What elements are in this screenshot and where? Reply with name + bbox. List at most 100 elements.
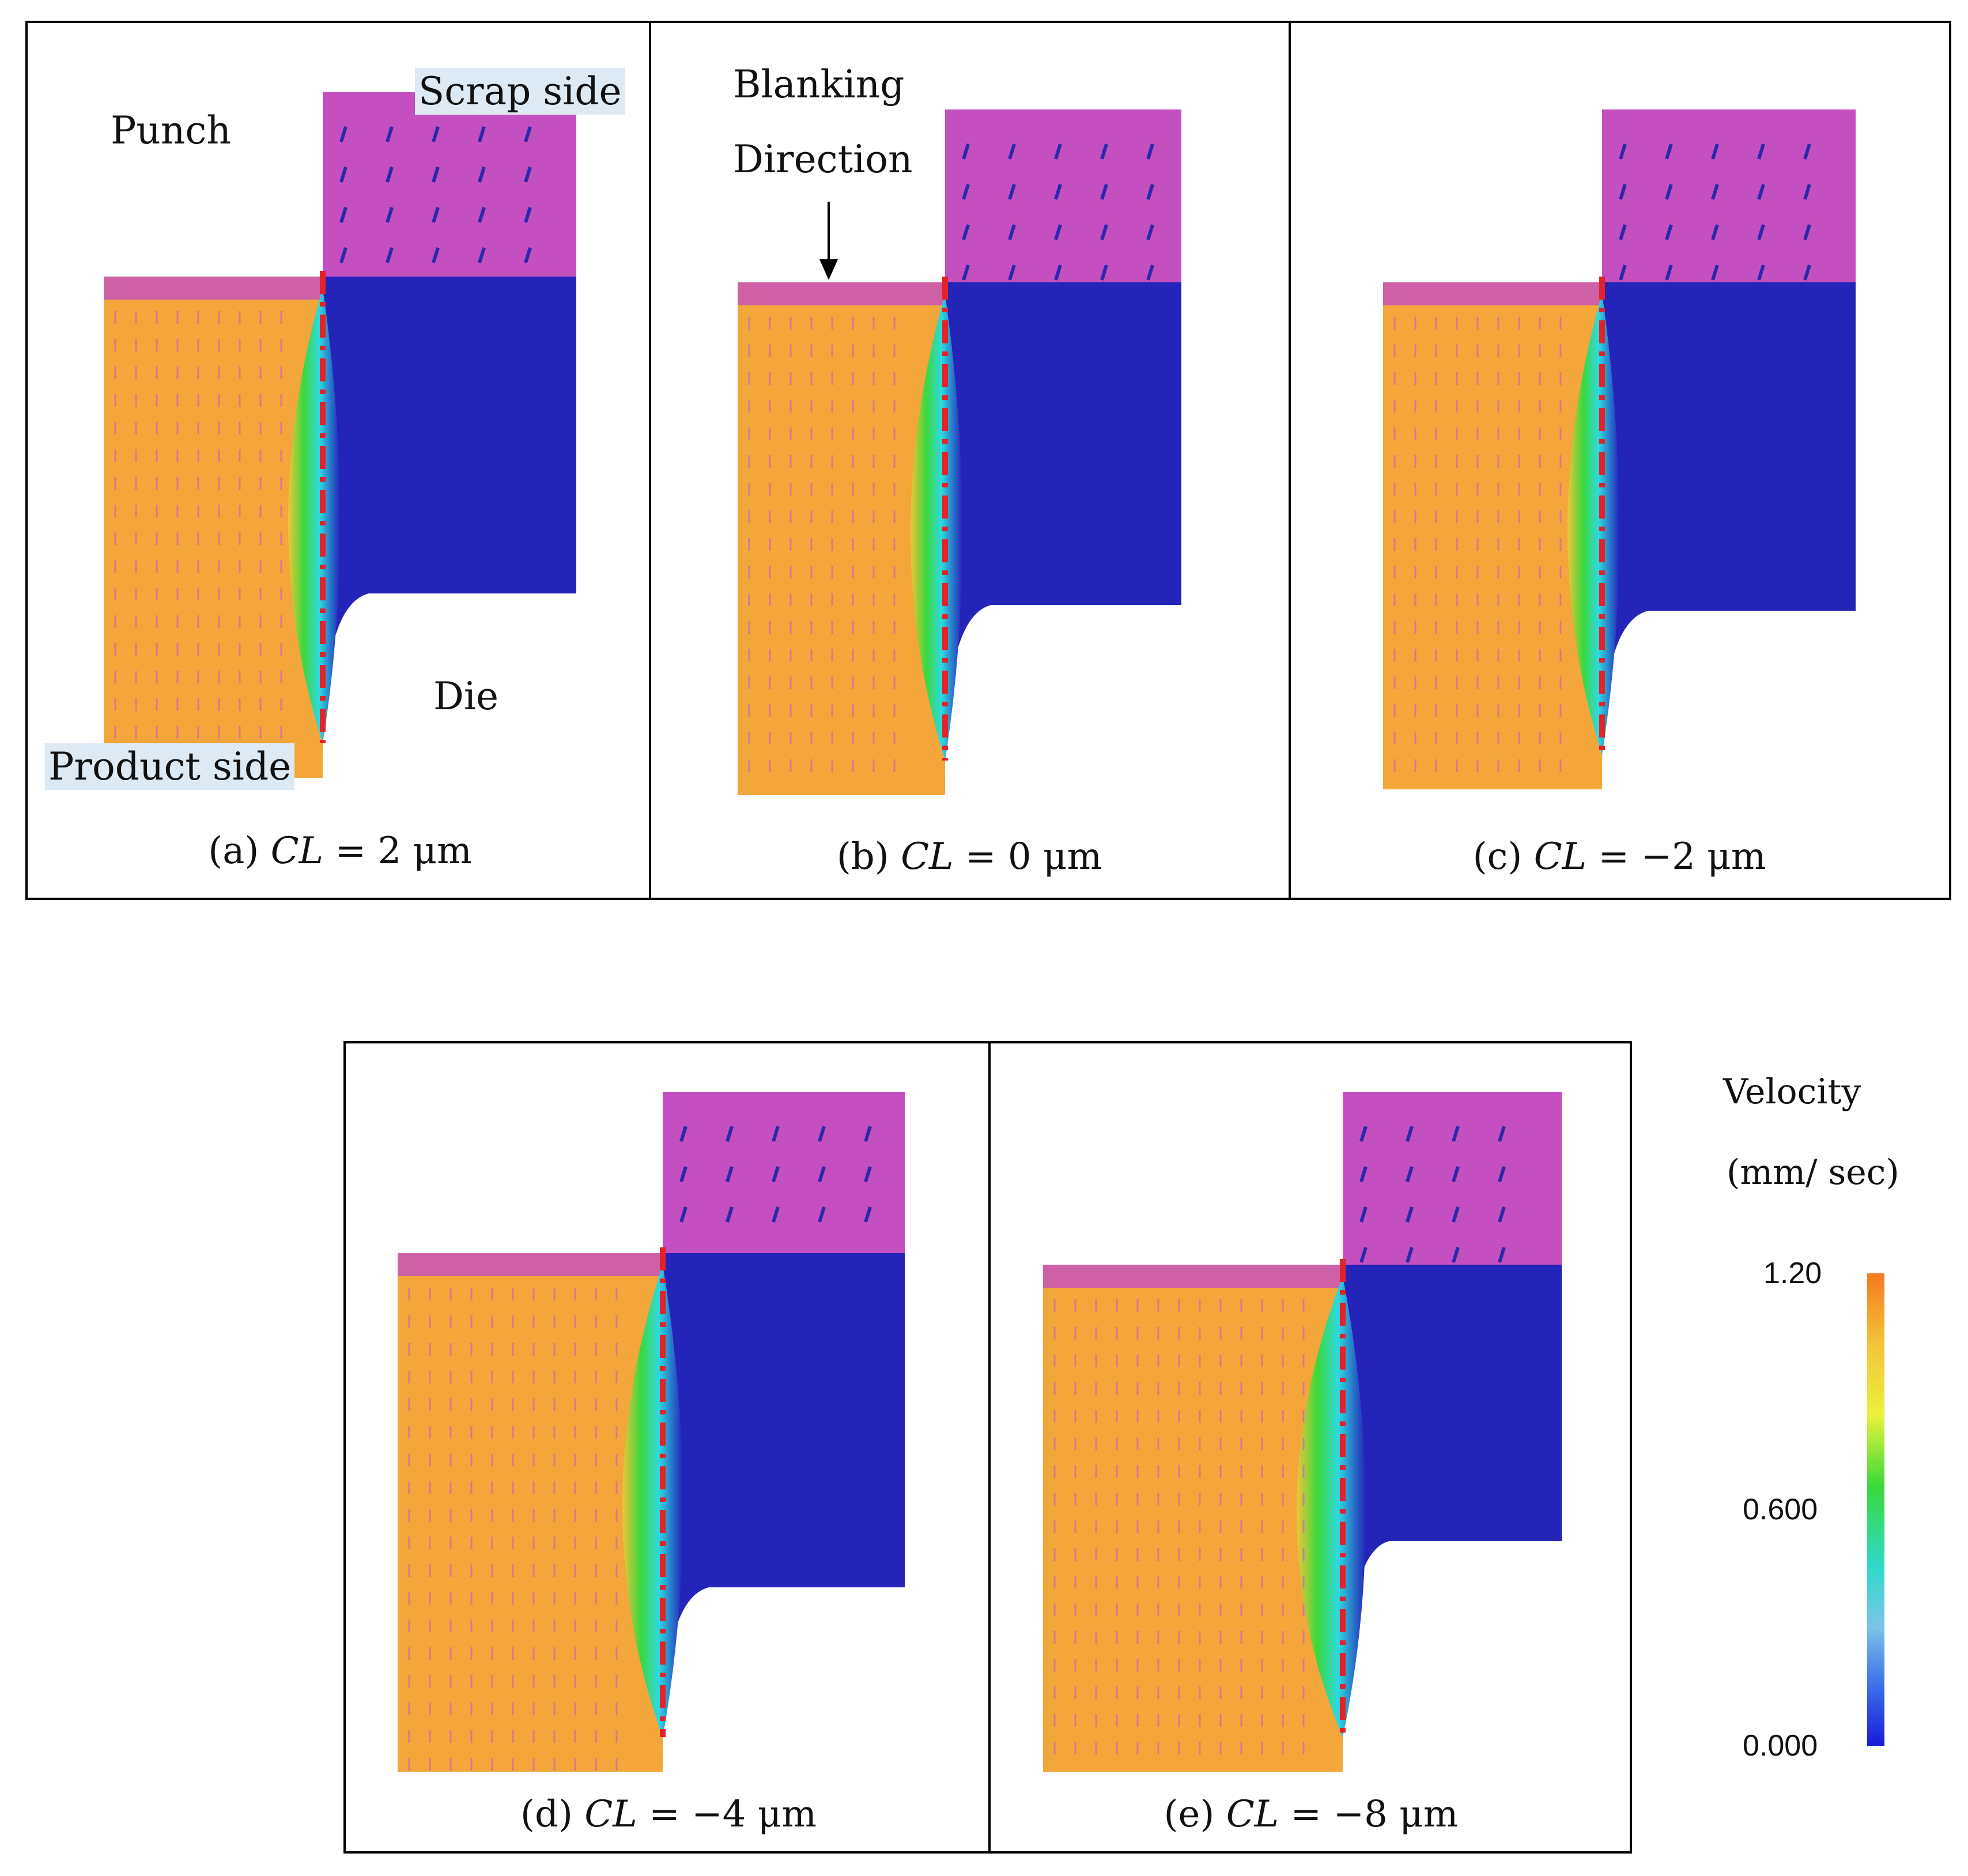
velocity-arrow (524, 126, 532, 142)
legend-tick-min: 0.000 (1743, 1729, 1818, 1762)
panel-a-svg (104, 92, 576, 778)
velocity-arrow (1711, 224, 1719, 240)
shear-zone (288, 288, 340, 743)
velocity-arrow (1665, 224, 1673, 240)
velocity-arrow (962, 143, 970, 160)
product-region (1383, 282, 1602, 789)
velocity-arrow (1359, 1166, 1368, 1182)
caption-b: (b) CL = 0 μm (836, 835, 1102, 878)
label-die: Die (433, 674, 499, 718)
velocity-arrow (478, 247, 486, 263)
velocity-arrow (339, 126, 347, 142)
velocity-arrow (432, 126, 440, 142)
velocity-arrow (1619, 184, 1627, 200)
shear-zone (1567, 294, 1619, 755)
velocity-arrow (1498, 1166, 1506, 1182)
velocity-arrow (386, 167, 394, 183)
velocity-arrow (1452, 1206, 1460, 1223)
velocity-arrow (1054, 143, 1062, 160)
divider-bc (1289, 21, 1291, 900)
scrap-top-region (323, 92, 576, 277)
label-direction: Direction (733, 137, 913, 181)
divider-ab (649, 21, 651, 900)
velocity-arrow (1711, 264, 1719, 281)
divider-de (988, 1041, 991, 1854)
velocity-arrow (524, 247, 532, 263)
velocity-arrow (1054, 184, 1062, 200)
scrap-region (663, 1092, 905, 1749)
scrap-top-region (1343, 1092, 1562, 1265)
velocity-arrow (1359, 1247, 1368, 1263)
velocity-arrow (1359, 1126, 1368, 1142)
scrap-top-region (945, 109, 1181, 282)
product-region (104, 277, 323, 778)
velocity-arrow (1711, 184, 1719, 200)
velocity-arrow (818, 1126, 826, 1142)
velocity-arrow (1100, 143, 1108, 160)
velocity-arrow (726, 1206, 734, 1223)
velocity-arrow (1406, 1247, 1414, 1263)
velocity-arrow (478, 207, 486, 223)
velocity-arrow (339, 167, 347, 183)
panel-d-simulation (398, 1092, 916, 1783)
velocity-arrow (386, 247, 394, 263)
caption-e: (e) CL = −8 μm (1164, 1793, 1459, 1836)
velocity-arrow (1100, 184, 1108, 200)
velocity-arrow (772, 1126, 780, 1142)
velocity-arrow (679, 1126, 688, 1142)
velocity-arrow (1146, 184, 1154, 200)
velocity-arrow (772, 1206, 780, 1223)
velocity-arrow (1803, 184, 1811, 200)
velocity-arrow (478, 126, 486, 142)
blanking-direction-arrow-icon (819, 202, 838, 280)
panel-e-simulation (1043, 1092, 1562, 1783)
velocity-arrow (864, 1206, 872, 1223)
shear-zone (1297, 1276, 1366, 1737)
velocity-arrow (1452, 1247, 1460, 1263)
velocity-arrow (1452, 1166, 1460, 1182)
scrap-top-region (663, 1092, 905, 1253)
panel-c-svg (1383, 109, 1856, 789)
label-scrap-side: Scrap side (415, 68, 625, 115)
product-top-strip (1043, 1265, 1343, 1288)
velocity-arrow (1452, 1126, 1460, 1142)
velocity-arrow (818, 1206, 826, 1223)
product-top-strip (398, 1253, 663, 1276)
velocity-arrow (1619, 143, 1627, 160)
panel-c-simulation (1383, 109, 1902, 801)
velocity-arrow (1757, 224, 1765, 240)
velocity-arrow (1406, 1166, 1414, 1182)
legend-title: Velocity (1723, 1072, 1861, 1112)
velocity-arrow (1757, 184, 1765, 200)
velocity-arrow (772, 1166, 780, 1182)
velocity-arrow (726, 1166, 734, 1182)
velocity-arrow (679, 1206, 688, 1223)
velocity-arrow (524, 207, 532, 223)
velocity-arrow (726, 1126, 734, 1142)
label-blanking: Blanking (733, 62, 905, 107)
panel-e-svg (1043, 1092, 1562, 1772)
velocity-arrow (478, 167, 486, 183)
velocity-arrow (1100, 264, 1108, 281)
panel-a-simulation (104, 92, 622, 784)
product-region (738, 282, 945, 795)
velocity-arrow (1498, 1126, 1506, 1142)
legend-units: (mm/ sec) (1727, 1152, 1899, 1193)
velocity-arrow (864, 1126, 872, 1142)
velocity-arrow (386, 207, 394, 223)
velocity-arrow (679, 1166, 688, 1182)
velocity-arrow (962, 224, 970, 240)
velocity-arrow (1054, 264, 1062, 281)
velocity-arrow (1100, 224, 1108, 240)
product-region (398, 1253, 663, 1772)
velocity-arrow (1665, 264, 1673, 281)
velocity-arrow (818, 1166, 826, 1182)
velocity-arrow (1803, 264, 1811, 281)
velocity-arrow (1757, 143, 1765, 160)
velocity-arrow (1406, 1126, 1414, 1142)
velocity-arrow (1146, 143, 1154, 160)
velocity-arrow (339, 207, 347, 223)
velocity-arrow (1008, 143, 1016, 160)
velocity-arrow (339, 247, 347, 263)
caption-a: (a) CL = 2 μm (208, 830, 472, 872)
